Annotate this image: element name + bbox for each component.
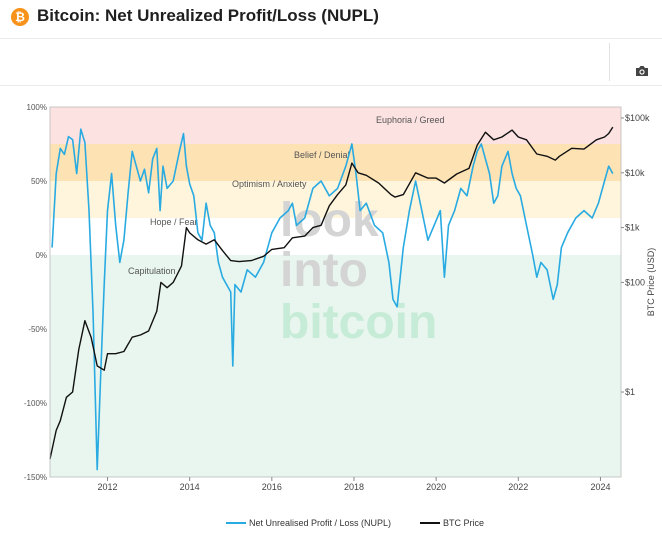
axes: 100% 50% 0% -50% -100% -150% $100k $10k $1k $100 $… (24, 103, 656, 492)
right-axis-label: BTC Price (USD) (646, 248, 656, 317)
zone-label-4: Capitulation (128, 266, 176, 276)
zone-labels: Euphoria / Greed Belief / Denial Optimism … (128, 115, 445, 276)
right-tick-label: $1k (625, 223, 640, 233)
zone-label-1: Belief / Denial (294, 150, 350, 160)
legend: Net Unrealised Profit / Loss (NUPL) BTC P… (226, 518, 484, 528)
x-tick-label: 2022 (508, 482, 528, 492)
zone-bands (50, 107, 621, 477)
right-tick-label: $1 (625, 387, 635, 397)
toolbar-divider (609, 43, 610, 81)
plot-frame (49, 106, 622, 478)
x-tick-label: 2012 (97, 482, 117, 492)
x-tick-label: 2020 (426, 482, 446, 492)
zone-band-4 (50, 255, 621, 477)
chart-header: ₿ Bitcoin: Net Unrealized Profit/Loss (N… (0, 0, 662, 36)
zone-label-0: Euphoria / Greed (376, 115, 445, 125)
watermark-line-2: into (280, 244, 368, 297)
x-tick-label: 2014 (180, 482, 200, 492)
series-group (49, 126, 614, 471)
left-tick-label: -100% (24, 399, 47, 408)
left-tick-label: 100% (27, 103, 47, 112)
right-tick-label: $10k (625, 168, 645, 178)
camera-icon[interactable] (634, 63, 650, 79)
zone-band-2 (50, 181, 621, 218)
x-tick-label: 2016 (262, 482, 282, 492)
nupl-chart: look into bitcoin Euphoria / Greed Belief… (24, 103, 656, 528)
legend-label: Net Unrealised Profit / Loss (NUPL) (249, 518, 391, 528)
right-tick-label: $100 (625, 277, 645, 287)
zone-label-3: Hope / Fear (150, 217, 198, 227)
watermark-line-1: look (280, 194, 379, 247)
zone-band-0 (50, 107, 621, 144)
left-tick-label: 0% (35, 251, 47, 260)
zone-label-2: Optimism / Anxiety (232, 179, 307, 189)
x-tick-label: 2018 (344, 482, 364, 492)
legend-label: BTC Price (443, 518, 484, 528)
series-line-nupl (51, 128, 614, 471)
watermark: look into bitcoin (280, 194, 437, 349)
right-tick-label: $100k (625, 113, 650, 123)
left-tick-label: -150% (24, 473, 47, 482)
x-tick-label: 2024 (590, 482, 610, 492)
bitcoin-logo-icon: ₿ (11, 8, 29, 26)
watermark-line-3: bitcoin (280, 296, 437, 349)
left-tick-label: -50% (28, 325, 47, 334)
chart-toolbar (0, 38, 662, 86)
legend-item-1[interactable]: BTC Price (420, 518, 484, 528)
left-tick-label: 50% (31, 177, 47, 186)
page-title: Bitcoin: Net Unrealized Profit/Loss (NUP… (37, 6, 379, 25)
legend-item-0[interactable]: Net Unrealised Profit / Loss (NUPL) (226, 518, 391, 528)
series-line-btc-price (49, 126, 614, 460)
